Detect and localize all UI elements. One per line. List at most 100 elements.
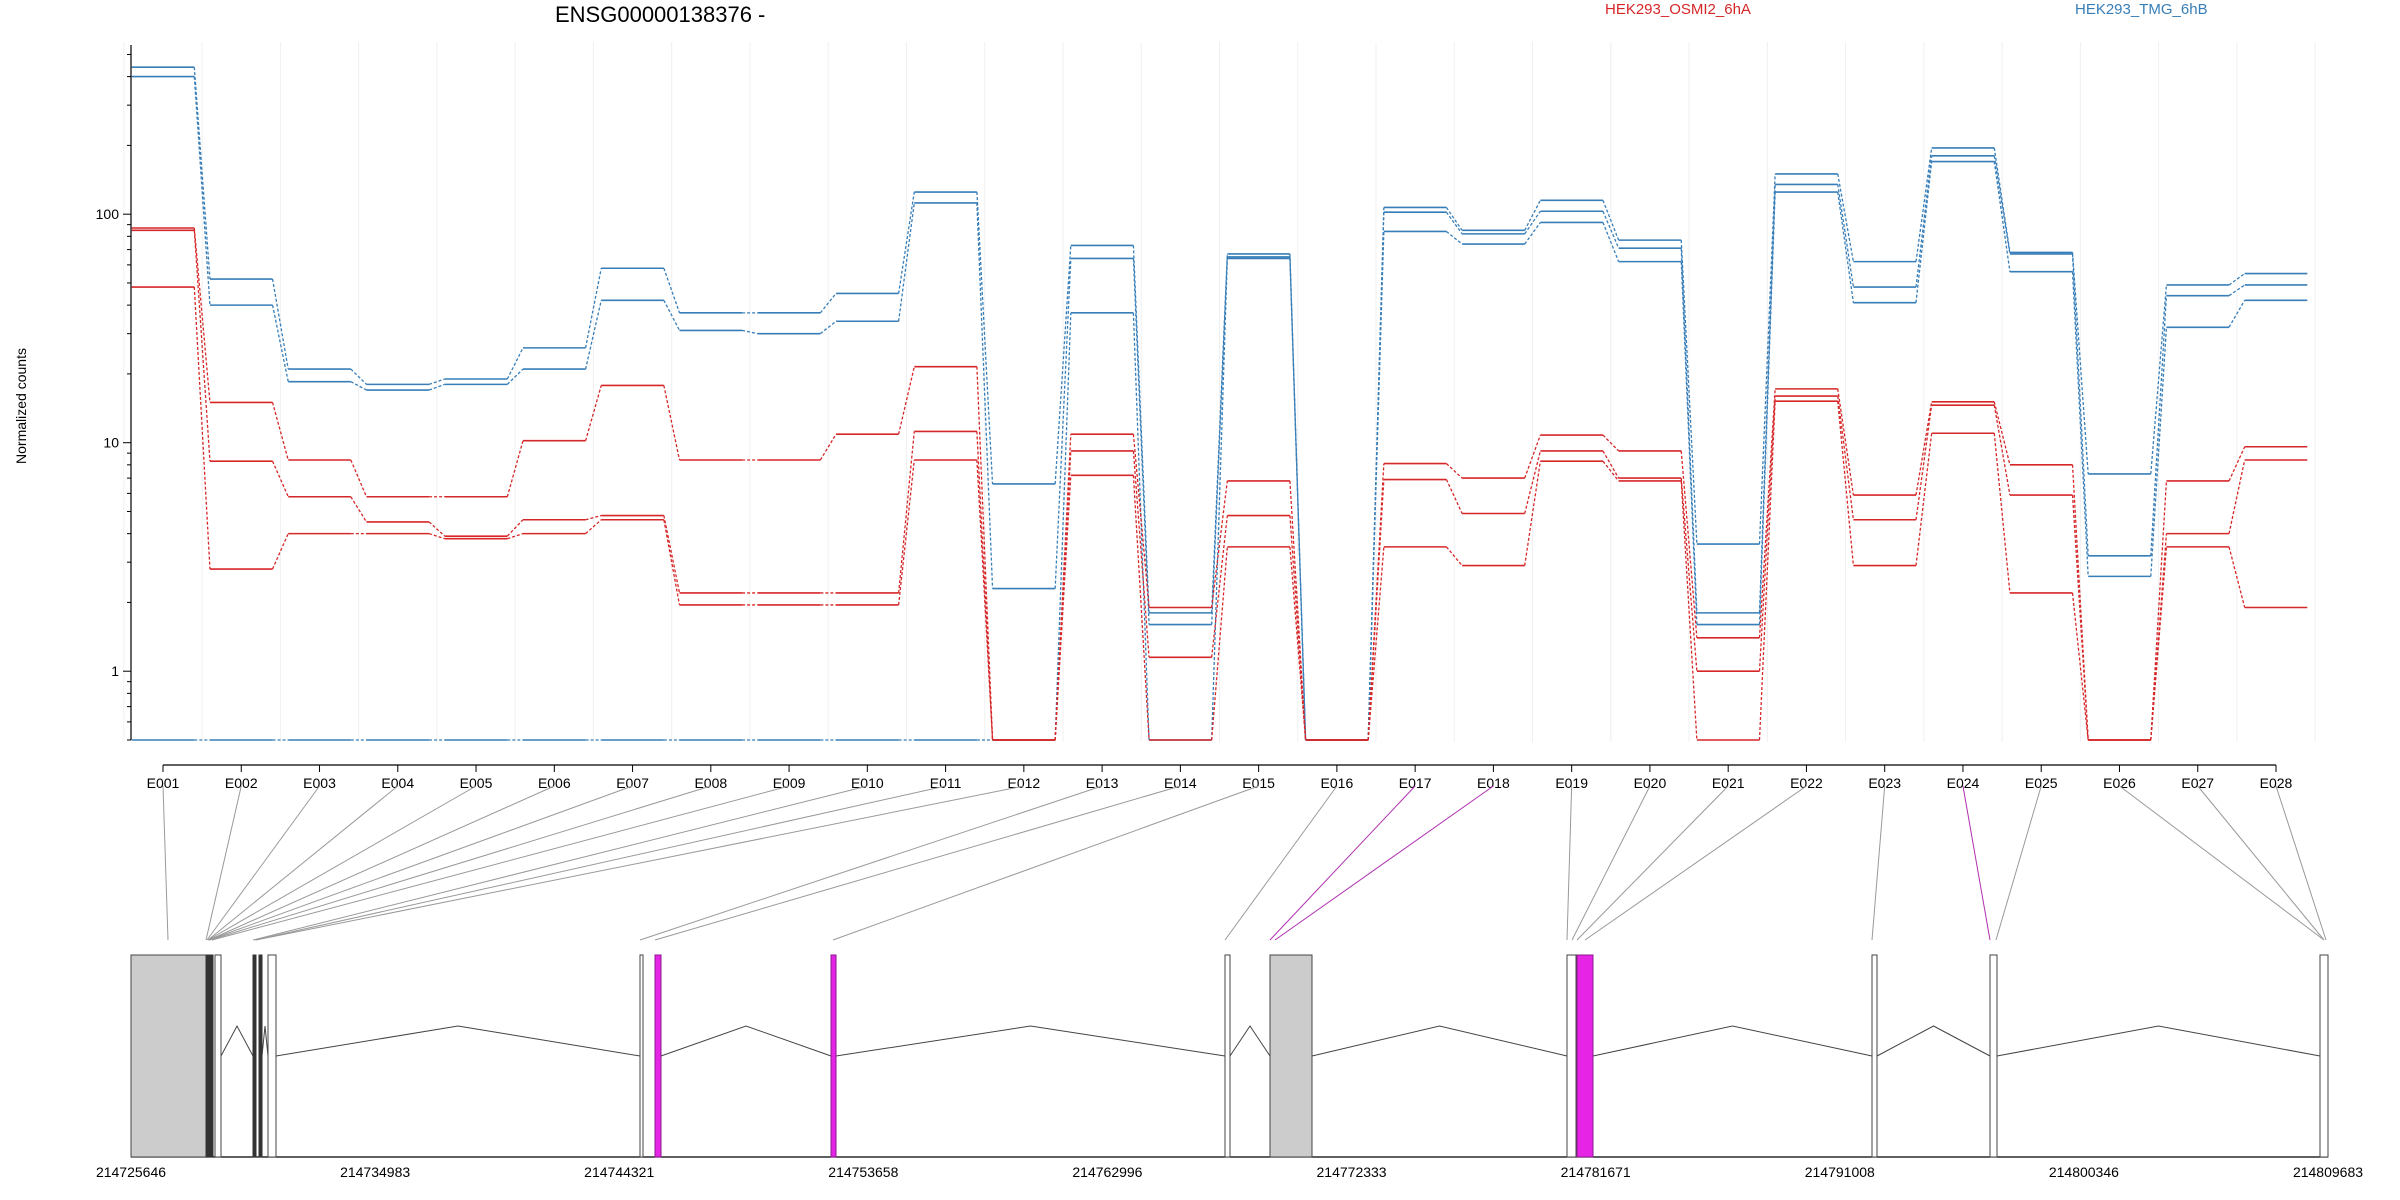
exon-connector [1584, 785, 1807, 941]
series-transition [1524, 200, 1541, 231]
series-transition [1289, 258, 1307, 741]
x-tick-label: E014 [1164, 775, 1197, 791]
x-tick-label: E026 [2103, 775, 2136, 791]
series-transition [1132, 258, 1150, 625]
exon-connector [654, 785, 1181, 941]
series-transition [1993, 401, 2011, 465]
series-transition [1602, 450, 1620, 479]
series-transition [1367, 546, 1385, 741]
exon-connector [205, 785, 242, 941]
series-transition [1680, 261, 1698, 625]
series-transition [2150, 533, 2168, 741]
series-transition [350, 368, 367, 385]
series-transition [1054, 258, 1072, 589]
series-transition [2228, 446, 2246, 482]
x-tick-label: E024 [1947, 775, 1980, 791]
y-tick-label: 10 [103, 435, 119, 451]
exon-connector [2119, 785, 2325, 941]
x-tick-label: E017 [1399, 775, 1432, 791]
series-transition [1837, 388, 1855, 496]
series-transition [897, 191, 915, 294]
series-transition [2150, 546, 2168, 741]
series-transition [1132, 245, 1150, 613]
series-transition [1602, 210, 1620, 249]
series-transition [1680, 450, 1698, 638]
vertical-gridlines [123, 42, 2316, 742]
coordinate-label: 214725646 [96, 1164, 166, 1180]
intron-line [1311, 1025, 1568, 1057]
series-transition [584, 300, 602, 370]
series-transition [193, 286, 211, 570]
exon-connector [207, 785, 477, 941]
series-transition [2228, 272, 2246, 286]
exon-connector [1995, 785, 2042, 941]
series-transition [663, 299, 681, 331]
exon-connector [2197, 785, 2325, 941]
legend-label-tmg: HEK293_TMG_6hB [2075, 1, 2208, 18]
exon-connector [1576, 785, 1729, 941]
series-transition [663, 519, 681, 606]
highlighted-exon [830, 954, 837, 1158]
series-transition [897, 459, 915, 606]
series-transition [1211, 515, 1228, 658]
series-transition [1524, 210, 1541, 235]
series-transition [1837, 191, 1855, 303]
series-transition [1054, 475, 1072, 741]
series-transition [1445, 211, 1463, 235]
series-transition [663, 268, 681, 314]
gene-model: 214725646 214734983 214744321 214753658 2147… [96, 954, 2363, 1180]
series-transition [584, 385, 602, 441]
series-transition [2228, 546, 2246, 608]
series-transition [193, 227, 211, 403]
y-axis-label: Normalized counts [13, 348, 29, 464]
series-transition [2228, 459, 2246, 534]
coordinate-label: 214772333 [1317, 1164, 1387, 1180]
x-tick-label: E006 [538, 775, 571, 791]
series-transition [1211, 258, 1228, 741]
intron-line [1996, 1025, 2321, 1057]
series-transition [1602, 460, 1620, 482]
series-transition [1680, 478, 1698, 672]
series-transition [663, 515, 681, 594]
series-transition [1602, 434, 1620, 452]
series-transition [1602, 200, 1620, 241]
coordinate-label: 214809683 [2293, 1164, 2363, 1180]
highlighted-connector [1269, 785, 1416, 941]
series-transition [976, 192, 994, 484]
series-transition [2071, 252, 2089, 474]
exon-box [639, 954, 644, 1158]
series-transition [2071, 464, 2089, 741]
series-transition [1993, 433, 2011, 594]
exon-connector [208, 785, 555, 941]
series-transition [350, 381, 367, 391]
series-transition [350, 459, 368, 498]
series-transition [1054, 312, 1072, 741]
x-tick-label: E011 [930, 775, 962, 791]
exon-box [1989, 954, 1998, 1158]
series-transition [193, 76, 211, 306]
exon-box [130, 954, 207, 1158]
series-transition [2071, 253, 2089, 556]
series-transition [976, 202, 994, 589]
x-tick-label: E027 [2181, 775, 2214, 791]
series-transition [506, 519, 524, 537]
series-transition [1837, 184, 1855, 288]
series-transition [1915, 161, 1933, 303]
highlighted-connector [1962, 785, 1991, 941]
intron-line [660, 1025, 832, 1057]
x-tick-label: E020 [1634, 775, 1667, 791]
exon-box [267, 954, 277, 1158]
exon-connector [255, 785, 1024, 941]
series-transition [898, 366, 915, 435]
series-transition [193, 67, 211, 280]
series-transition [2071, 495, 2089, 741]
series-transition [1445, 479, 1463, 514]
series-transition [1602, 222, 1620, 262]
x-tick-label: E013 [1086, 775, 1119, 791]
series-transition [1289, 546, 1307, 741]
x-tick-label: E012 [1008, 775, 1041, 791]
series-transition [271, 278, 289, 370]
x-tick-label: E021 [1712, 775, 1745, 791]
series-transition [1680, 240, 1698, 545]
series-transition [1758, 184, 1776, 613]
